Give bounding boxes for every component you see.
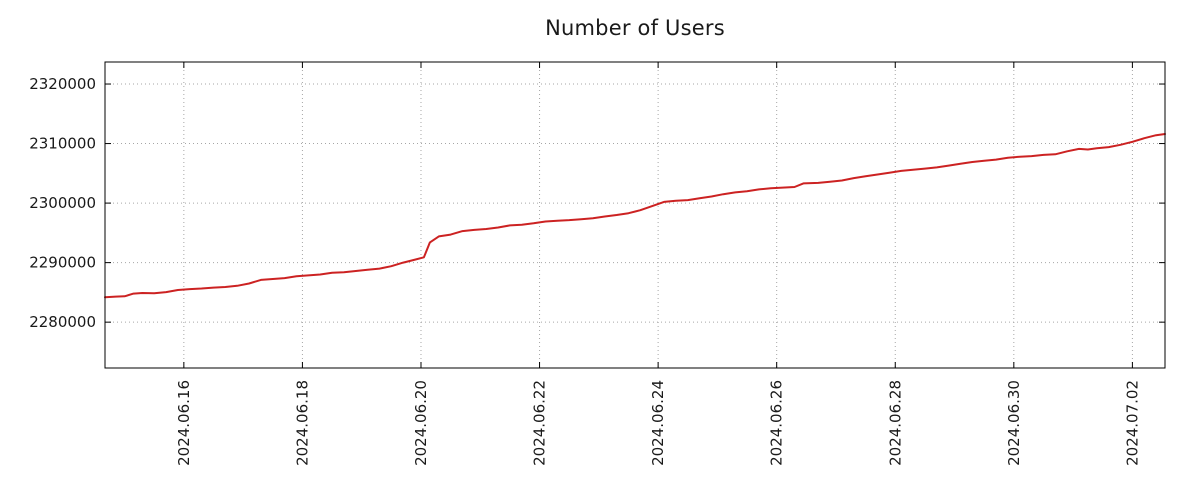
plot-border bbox=[104, 61, 1166, 369]
x-tick-label: 2024.06.16 bbox=[175, 380, 193, 466]
series-line bbox=[104, 133, 1166, 299]
y-tick-label: 2320000 bbox=[29, 75, 96, 93]
y-tick-label: 2310000 bbox=[29, 135, 96, 153]
x-tick-label: 2024.06.30 bbox=[1005, 380, 1023, 466]
x-tick-label: 2024.06.26 bbox=[768, 380, 786, 466]
x-tick-label: 2024.06.20 bbox=[412, 380, 430, 466]
x-tick-label: 2024.06.22 bbox=[531, 380, 549, 466]
x-tick-label: 2024.07.02 bbox=[1123, 380, 1141, 466]
chart-title: Number of Users bbox=[545, 16, 725, 40]
x-tick-label: 2024.06.28 bbox=[886, 380, 904, 466]
y-tick-label: 2290000 bbox=[29, 254, 96, 272]
y-tick-label: 2300000 bbox=[29, 194, 96, 212]
x-tick-label: 2024.06.24 bbox=[649, 380, 667, 466]
y-tick-label: 2280000 bbox=[29, 313, 96, 331]
x-tick-label: 2024.06.18 bbox=[293, 380, 311, 466]
